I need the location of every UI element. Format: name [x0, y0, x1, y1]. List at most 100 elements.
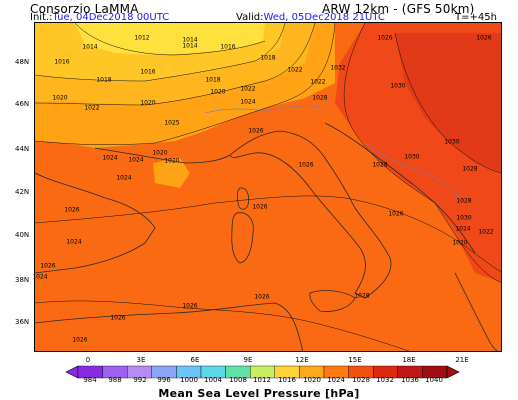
- lon-label: 3E: [136, 356, 146, 364]
- isobar-label: 1028: [354, 292, 370, 300]
- colorbar-value: 1004: [204, 376, 222, 384]
- isobar-label: 1020: [164, 157, 180, 165]
- isobar-1014: [74, 23, 266, 56]
- isobar-label: 1022: [287, 66, 303, 74]
- isobar-1026: [35, 195, 501, 273]
- isobar-label: 1018: [96, 76, 112, 84]
- coastlines: [35, 122, 498, 351]
- isobar-1026-south: [35, 300, 410, 351]
- lat-label: 46N: [15, 100, 30, 108]
- isobar-label: 1024: [240, 98, 256, 106]
- isobar-label: 1022: [84, 104, 100, 112]
- coastline-sardinia: [231, 212, 254, 264]
- isobar-label: 1026: [40, 262, 56, 270]
- colorbar-value: 984: [83, 376, 97, 384]
- model-title: ARW 12km - (GFS 50km): [322, 2, 475, 16]
- coastline-corsica: [237, 187, 249, 210]
- pressure-field: [35, 23, 501, 351]
- colorbar-value: 988: [108, 376, 122, 384]
- isobar-label: 1032: [330, 64, 346, 72]
- init-line: Init.:Tue, 04Dec2018 00UTC: [30, 12, 169, 23]
- isobar-label: 1016: [140, 68, 156, 76]
- isobar-1020: [35, 23, 316, 106]
- isobar-label: 1026: [110, 314, 126, 322]
- isobar-label: 1020: [52, 94, 68, 102]
- isobars: [35, 23, 501, 351]
- colorbar-value: 1012: [253, 376, 271, 384]
- isobar-label: 1026: [388, 210, 404, 218]
- isobar-label: 1022: [478, 228, 494, 236]
- isobar-label: 1022: [240, 85, 256, 93]
- valid-label: Valid:: [236, 12, 264, 23]
- forecast-step: T=+45h: [455, 12, 497, 23]
- lat-label: 38N: [15, 276, 30, 284]
- coastline-balkans: [454, 272, 498, 351]
- isobar-label: 1026: [476, 34, 492, 42]
- colorbar-value: 1008: [229, 376, 247, 384]
- isobar-1030: [394, 32, 501, 173]
- coastline-france: [94, 147, 231, 164]
- lat-label: 40N: [15, 231, 30, 239]
- colorbar: [65, 365, 460, 379]
- coastline-adriatic: [324, 122, 476, 254]
- isobar-label: 1025: [164, 119, 180, 127]
- isobar-label: 1024: [102, 154, 118, 162]
- isobar-label: 1028: [372, 161, 388, 169]
- isobar-label: 1030: [444, 138, 460, 146]
- isobar-label: 1026: [298, 161, 314, 169]
- colorbar-value: 1036: [401, 376, 419, 384]
- band-1032: [395, 33, 501, 173]
- isobar-label: 1024: [116, 174, 132, 182]
- isobar-label: 1016: [220, 43, 236, 51]
- colorbar-value: 992: [133, 376, 147, 384]
- colorbar-value: 1024: [327, 376, 345, 384]
- isobar-label: 1028: [312, 94, 328, 102]
- pressure-map: [34, 22, 502, 352]
- colorbar-value: 1032: [376, 376, 394, 384]
- isobar-label: 1030: [404, 153, 420, 161]
- isobar-1022: [35, 23, 336, 145]
- isobar-label: 1020: [452, 239, 468, 247]
- isobar-label: 1024: [455, 225, 471, 233]
- isobar-1018: [35, 23, 286, 82]
- lon-label: 18E: [402, 356, 416, 364]
- isobar-label: 1024: [32, 273, 48, 281]
- colorbar-value: 996: [157, 376, 171, 384]
- isobar-label: 1026: [64, 206, 80, 214]
- isobar-label: 1014: [82, 43, 98, 51]
- lon-label: 21E: [455, 356, 469, 364]
- isobar-label: 1028: [456, 197, 472, 205]
- bay-1022: [153, 158, 190, 188]
- isobar-label: 1026: [248, 127, 264, 135]
- lat-label: 44N: [15, 145, 30, 153]
- isobar-label: 1014: [182, 36, 198, 44]
- isobar-label: 1018: [205, 76, 221, 84]
- lon-label: 0: [85, 356, 91, 364]
- isobar-label: 1026: [182, 302, 198, 310]
- lon-label: 15E: [348, 356, 362, 364]
- coastline-italy: [229, 130, 392, 299]
- alps-border: [204, 105, 326, 114]
- isobar-label: 1020: [210, 88, 226, 96]
- isobar-label: 1026: [377, 34, 393, 42]
- colorbar-title: Mean Sea Level Pressure [hPa]: [158, 387, 360, 400]
- coastline-sicily: [309, 290, 356, 312]
- colorbar-value: 1028: [352, 376, 370, 384]
- colorbar-value: 1016: [278, 376, 296, 384]
- init-label: Init.:: [30, 12, 53, 23]
- coastline-africa: [35, 302, 303, 351]
- isobar-label: 1026: [254, 293, 270, 301]
- colorbar-value: 1000: [180, 376, 198, 384]
- balkan-border: [364, 142, 461, 199]
- isobar-1028: [343, 23, 501, 283]
- isobar-label: 1014: [182, 42, 198, 50]
- lon-label: 6E: [190, 356, 200, 364]
- isobar-label: 1024: [66, 238, 82, 246]
- isobar-label: 1026: [252, 203, 268, 211]
- valid-line: Valid:Wed, 05Dec2018 21UTC: [236, 12, 385, 23]
- lon-label: 9E: [243, 356, 253, 364]
- isobar-label: 1024: [128, 156, 144, 164]
- isobar-label: 1020: [152, 149, 168, 157]
- isobar-label: 1012: [134, 34, 150, 42]
- isobar-label: 1030: [390, 82, 406, 90]
